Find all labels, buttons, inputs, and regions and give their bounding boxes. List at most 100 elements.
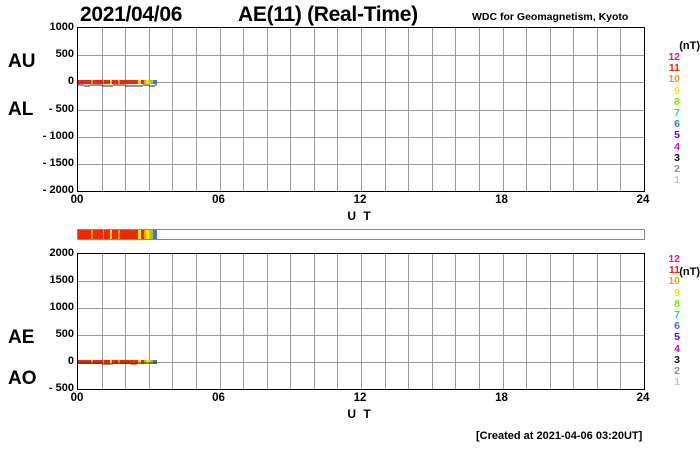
y-axis-tick-label: - 1500: [42, 156, 74, 169]
availability-segment: [92, 230, 103, 239]
availability-segment: [111, 230, 119, 239]
availability-segment: [109, 230, 112, 239]
grid-line-horizontal: [78, 308, 644, 309]
station-availability-bar: [77, 229, 645, 240]
trace-segment: [152, 80, 157, 85]
trace-noise-segment: [78, 362, 84, 365]
availability-segment: [152, 230, 157, 239]
trace-noise-segment: [83, 84, 90, 87]
trace-segment: [120, 360, 139, 364]
page-title: AE(11) (Real-Time): [238, 3, 418, 26]
trace-noise-segment: [125, 84, 132, 87]
trace-noise-segment: [136, 362, 143, 365]
grid-line-horizontal: [78, 136, 644, 138]
trace-segment: [78, 80, 91, 85]
trace-segment: [148, 360, 151, 364]
chart-au-al-x-title: U T: [347, 209, 373, 223]
grid-line-vertical: [384, 254, 386, 389]
grid-line-vertical: [455, 254, 457, 389]
trace-noise-segment: [101, 362, 108, 365]
chart-ae-ao-x-title: U T: [347, 407, 373, 421]
trace-noise-segment: [131, 85, 137, 88]
trace-noise-segment: [78, 84, 84, 87]
grid-line-vertical: [549, 254, 551, 389]
trace-segment: [111, 360, 119, 364]
x-axis-tick-label: 12: [353, 194, 367, 206]
trace-noise-segment: [142, 84, 149, 87]
trace-segment: [138, 360, 141, 364]
trace-segment: [140, 80, 145, 85]
x-axis-tick-label: 24: [636, 392, 650, 404]
availability-segment: [138, 230, 141, 239]
trace-noise-segment: [83, 362, 90, 365]
trace-noise-segment: [119, 362, 126, 365]
grid-line-vertical: [313, 254, 315, 389]
availability-segment: [144, 230, 147, 239]
chart-au-al-legend: 12 11 10 9 8 7 6 5 4 3 2 1: [658, 51, 680, 187]
y-axis-tick-label: 1000: [49, 21, 74, 33]
legend-item-2: 2: [674, 364, 680, 377]
grid-line-vertical: [195, 254, 197, 389]
legend-item-11: 11: [668, 62, 680, 75]
trace-segment: [90, 80, 93, 85]
trace-noise-segment: [89, 362, 96, 365]
grid-line-vertical: [408, 254, 410, 389]
y-axis-tick-label: - 1000: [42, 129, 74, 142]
grid-line-vertical: [502, 254, 504, 389]
chart-au-al-trace: [78, 80, 157, 88]
trace-segment: [140, 360, 145, 364]
y-axis-tick-label: 1000: [49, 301, 74, 313]
chart-ae-ao-trace: [78, 360, 157, 365]
y-axis-tick-label: 1500: [49, 274, 74, 286]
trace-segment: [152, 360, 157, 364]
y-axis-tick-label: 500: [55, 328, 74, 340]
trace-segment: [144, 360, 147, 364]
trace-segment: [92, 80, 103, 85]
legend-item-1: 1: [674, 174, 680, 187]
grid-line-vertical: [101, 254, 103, 389]
availability-segment: [146, 230, 149, 239]
grid-line-horizontal: [78, 335, 644, 336]
trace-segment: [138, 80, 141, 85]
x-axis-tick-label: 18: [495, 392, 508, 404]
grid-line-horizontal: [78, 82, 644, 84]
legend-item-7: 7: [674, 308, 680, 321]
legend-item-3: 3: [674, 353, 680, 366]
legend-item-4: 4: [674, 140, 680, 153]
x-axis-tick-label: 24: [636, 194, 650, 206]
legend-item-6: 6: [674, 320, 680, 333]
availability-segment: [118, 230, 121, 239]
grid-line-vertical: [243, 254, 245, 389]
trace-segment: [150, 80, 153, 85]
trace-noise-segment: [148, 84, 155, 87]
y-axis-tick-label: - 2000: [42, 184, 74, 196]
legend-item-2: 2: [674, 162, 680, 175]
trace-segment: [102, 80, 105, 85]
grid-line-horizontal: [78, 362, 644, 363]
trace-segment: [104, 80, 110, 85]
trace-noise-segment: [154, 362, 157, 365]
trace-segment: [109, 360, 112, 364]
grid-line-vertical: [478, 254, 480, 389]
trace-segment: [146, 80, 149, 85]
creation-timestamp: [Created at 2021-04-06 03:20UT]: [476, 430, 643, 442]
availability-segment: [148, 230, 151, 239]
chart-au-al-unit-label: (nT): [679, 40, 700, 52]
trace-segment: [120, 80, 139, 85]
header-date: 2021/04/06: [80, 3, 183, 26]
series-label-ao: AO: [8, 368, 37, 389]
trace-noise-segment: [95, 84, 102, 87]
legend-item-10: 10: [668, 275, 680, 288]
legend-item-9: 9: [674, 286, 680, 299]
trace-segment: [150, 360, 153, 364]
series-label-al: AL: [8, 99, 34, 120]
grid-line-horizontal: [78, 163, 644, 165]
trace-segment: [148, 80, 151, 85]
trace-noise-segment: [113, 84, 120, 87]
availability-segment: [104, 230, 110, 239]
x-axis-tick-label: 06: [212, 194, 225, 206]
trace-segment: [102, 360, 105, 364]
trace-segment: [78, 360, 91, 364]
grid-line-horizontal: [78, 109, 644, 111]
availability-segment: [140, 230, 145, 239]
